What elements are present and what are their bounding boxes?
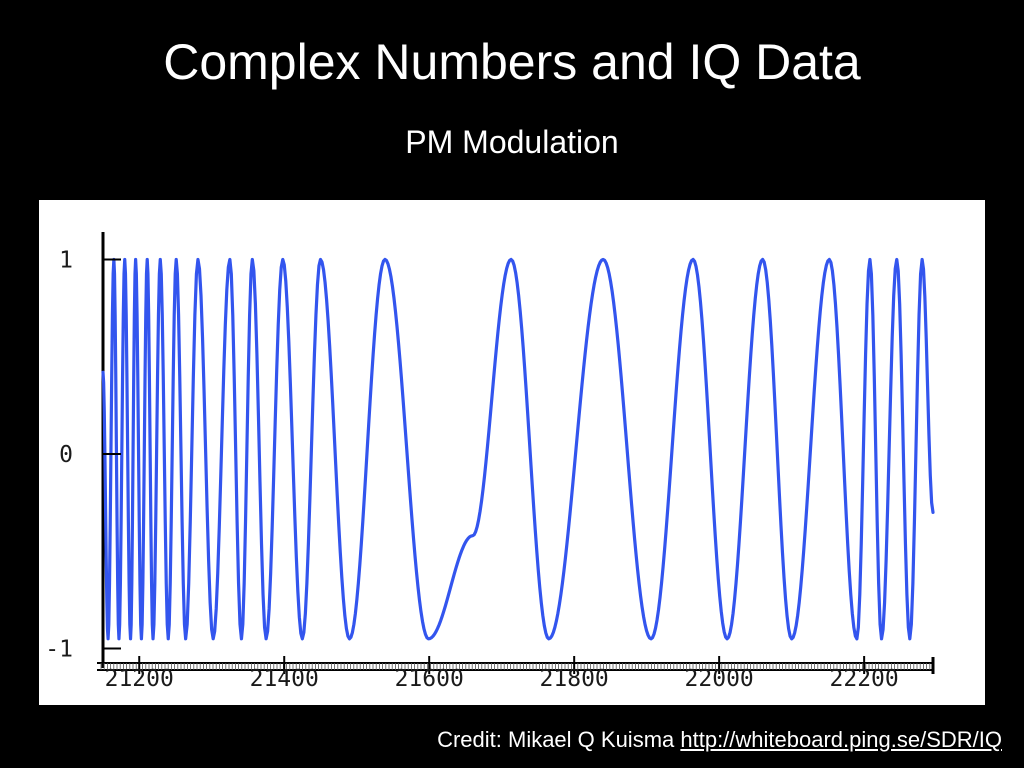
x-tick-label: 22200 [830, 666, 899, 692]
y-tick-label: 0 [59, 442, 73, 468]
x-tick-label: 22000 [685, 666, 754, 692]
slide-subtitle: PM Modulation [405, 124, 619, 160]
series-line-0 [101, 257, 935, 641]
slide-title: Complex Numbers and IQ Data [163, 34, 861, 90]
x-tick-label: 21200 [105, 666, 174, 692]
axes [97, 232, 935, 674]
credit: Credit: Mikael Q Kuisma http://whiteboar… [437, 726, 1002, 754]
series-group [101, 257, 935, 641]
x-tick-label: 21600 [395, 666, 464, 692]
ticks-group: -1 0 1 21200 21400 21600 21800 22000 22200 [45, 247, 898, 692]
credit-link[interactable]: http://whiteboard.ping.se/SDR/IQ [680, 727, 1002, 752]
pm-modulation-chart: -1 0 1 21200 21400 21600 21800 22000 22200 [45, 232, 935, 692]
x-tick-label: 21400 [250, 666, 319, 692]
y-tick-label: 1 [59, 247, 73, 273]
credit-text: Credit: Mikael Q Kuisma [437, 727, 681, 752]
y-tick-label: -1 [45, 637, 73, 663]
chart-area: -1 0 1 21200 21400 21600 21800 22000 22200 [39, 200, 985, 705]
x-tick-label: 21800 [540, 666, 609, 692]
